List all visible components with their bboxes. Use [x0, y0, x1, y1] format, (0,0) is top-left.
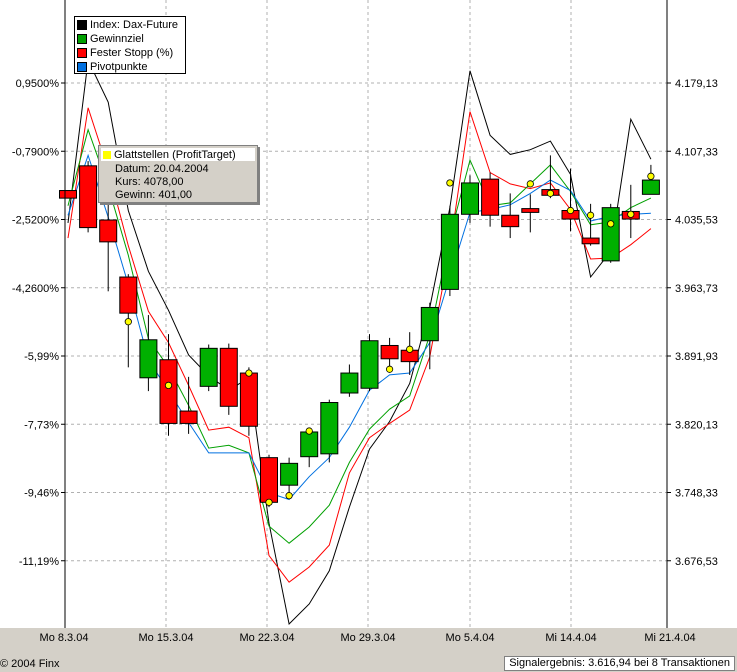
trade-marker: [406, 345, 414, 353]
candle-body: [501, 214, 520, 228]
legend-label-index: Index: Dax-Future: [90, 18, 179, 31]
trade-marker: [265, 498, 273, 506]
trade-marker: [607, 220, 615, 228]
candle-body: [340, 372, 359, 394]
trade-marker: [446, 179, 454, 187]
trade-marker: [164, 381, 173, 390]
trade-marker: [245, 369, 253, 377]
candle-body: [219, 347, 238, 407]
y-right-tick-label: 3.748,33: [675, 488, 718, 500]
trade-tooltip: Glattstellen (ProfitTarget) Datum: 20.04…: [98, 145, 258, 203]
y-left-tick-label: -11,19%: [19, 556, 59, 568]
tooltip-profit: Gewinn: 401,00: [115, 189, 193, 201]
trade-marker: [305, 427, 313, 435]
tooltip-title: Glattstellen (ProfitTarget): [114, 148, 236, 161]
candle-body: [581, 237, 600, 245]
y-left-tick-label: -4,2600%: [12, 283, 59, 295]
trade-marker: [385, 365, 394, 373]
candle-body: [521, 208, 540, 213]
y-right-tick-label: 3.676,53: [675, 556, 718, 568]
chart-legend: Index: Dax-Future Gewinnziel Fester Stop…: [74, 16, 186, 74]
y-left-tick-label: -2,5200%: [12, 215, 59, 227]
series-line: [67, 58, 652, 626]
legend-label-pivot: Pivotpunkte: [90, 60, 148, 73]
candle-body: [481, 178, 500, 216]
candle-body: [239, 372, 258, 427]
legend-item-stopp: Fester Stopp (%): [77, 46, 185, 59]
y-left-tick-label: -7,73%: [24, 419, 59, 431]
candle-body: [461, 182, 479, 215]
y-right-tick-label: 4.107,33: [675, 146, 718, 158]
legend-item-pivot: Pivotpunkte: [77, 60, 185, 73]
tooltip-title-row: Glattstellen (ProfitTarget): [101, 148, 255, 161]
y-right-tick-label: 3.963,73: [675, 283, 718, 295]
candle-body: [119, 276, 138, 314]
candle-body: [360, 340, 379, 389]
series-line: [67, 153, 651, 501]
x-tick-label: Mi 21.4.04: [644, 632, 696, 644]
y-right-tick-label: 3.820,13: [675, 419, 718, 431]
trade-marker: [647, 172, 655, 180]
legend-swatch-pivot: [77, 61, 87, 72]
x-tick-label: Mo 15.3.04: [138, 632, 194, 644]
trade-marker: [586, 211, 595, 219]
y-right-tick-label: 4.179,13: [675, 78, 718, 90]
y-right-tick-label: 3.891,93: [675, 351, 718, 363]
candle-body: [139, 339, 158, 379]
x-tick-label: Mo 29.3.04: [340, 632, 396, 644]
y-left-tick-label: 0,9500%: [16, 78, 60, 90]
y-left-tick-label: -5,99%: [24, 351, 59, 363]
legend-item-index: Index: Dax-Future: [77, 18, 185, 31]
candle-body: [159, 359, 178, 424]
candle-body: [601, 207, 620, 262]
y-right-tick-label: 4.035,53: [675, 215, 718, 227]
trade-marker: [526, 180, 534, 188]
candle-body: [380, 344, 399, 360]
trade-marker: [627, 210, 635, 218]
legend-label-stopp: Fester Stopp (%): [90, 46, 174, 59]
candle-body: [99, 219, 118, 243]
candle-body: [199, 347, 218, 387]
legend-swatch-index: [77, 19, 87, 30]
legend-swatch-gewinnziel: [77, 33, 87, 44]
grid-layer: [65, 0, 667, 628]
tooltip-marker-icon: [103, 150, 111, 159]
y-left-tick-label: -9,46%: [24, 488, 59, 500]
trade-marker: [546, 189, 555, 197]
y-left-tick-label: -0,7900%: [12, 146, 59, 158]
legend-swatch-stopp: [77, 47, 87, 58]
candle-body: [59, 190, 77, 199]
candle-body: [420, 306, 439, 342]
series-line: [67, 107, 652, 583]
trade-marker: [124, 318, 132, 326]
trade-marker: [285, 492, 293, 500]
candle-body: [641, 179, 660, 195]
candle-body: [260, 457, 278, 503]
candle-body: [179, 410, 198, 424]
candle-body: [320, 402, 339, 455]
tooltip-price: Kurs: 4078,00: [115, 176, 184, 188]
signal-result: Signalergebnis: 3.616,94 bei 8 Transakti…: [504, 656, 735, 671]
candle-body: [79, 165, 98, 229]
candle-body: [440, 213, 459, 290]
candle-body: [280, 462, 299, 486]
legend-label-gewinnziel: Gewinnziel: [90, 32, 144, 45]
copyright-text: © 2004 Finx: [0, 658, 60, 670]
legend-item-gewinnziel: Gewinnziel: [77, 32, 185, 45]
tooltip-date: Datum: 20.04.2004: [115, 163, 209, 175]
marker-layer: [124, 172, 655, 506]
trade-marker: [566, 206, 575, 215]
x-tick-label: Mo 8.3.04: [39, 632, 89, 644]
candle-body: [300, 431, 319, 458]
x-tick-label: Mi 14.4.04: [545, 632, 597, 644]
x-tick-label: Mo 5.4.04: [445, 632, 495, 644]
axis-layer: 0,9500% 4.179,13 -0,7900% 4.107,33 -2,5200% 4…: [12, 0, 718, 628]
x-tick-label: Mo 22.3.04: [239, 632, 295, 644]
